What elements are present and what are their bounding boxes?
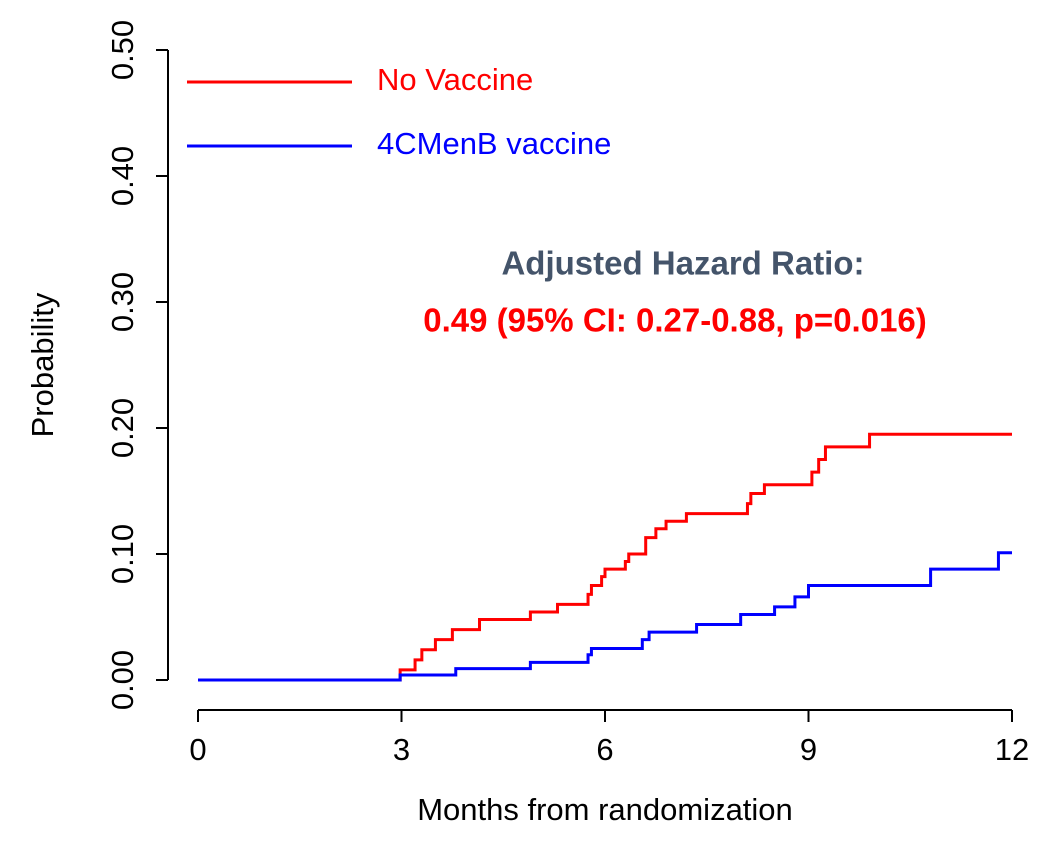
y-tick-label: 0.30 (105, 272, 140, 332)
y-axis-label: Probability (25, 292, 60, 437)
x-tick-label: 0 (189, 732, 206, 767)
legend-label: No Vaccine (377, 62, 533, 97)
annotation: 0.49 (95% CI: 0.27-0.88, p=0.016) (423, 302, 927, 339)
step-line (198, 551, 1012, 682)
y-tick-label: 0.40 (105, 146, 140, 206)
x-tick-label: 12 (995, 732, 1029, 767)
x-tick-label: 6 (596, 732, 613, 767)
y-tick-label: 0.00 (105, 650, 140, 710)
x-axis-label: Months from randomization (417, 792, 793, 827)
x-tick-label: 3 (393, 732, 410, 767)
y-tick-label: 0.20 (105, 398, 140, 458)
x-tick-label: 9 (800, 732, 817, 767)
y-tick-label: 0.10 (105, 524, 140, 584)
step-line (198, 432, 1012, 682)
y-tick-label: 0.50 (105, 20, 140, 80)
legend-label: 4CMenB vaccine (377, 126, 611, 161)
annotation: Adjusted Hazard Ratio: (501, 245, 864, 282)
